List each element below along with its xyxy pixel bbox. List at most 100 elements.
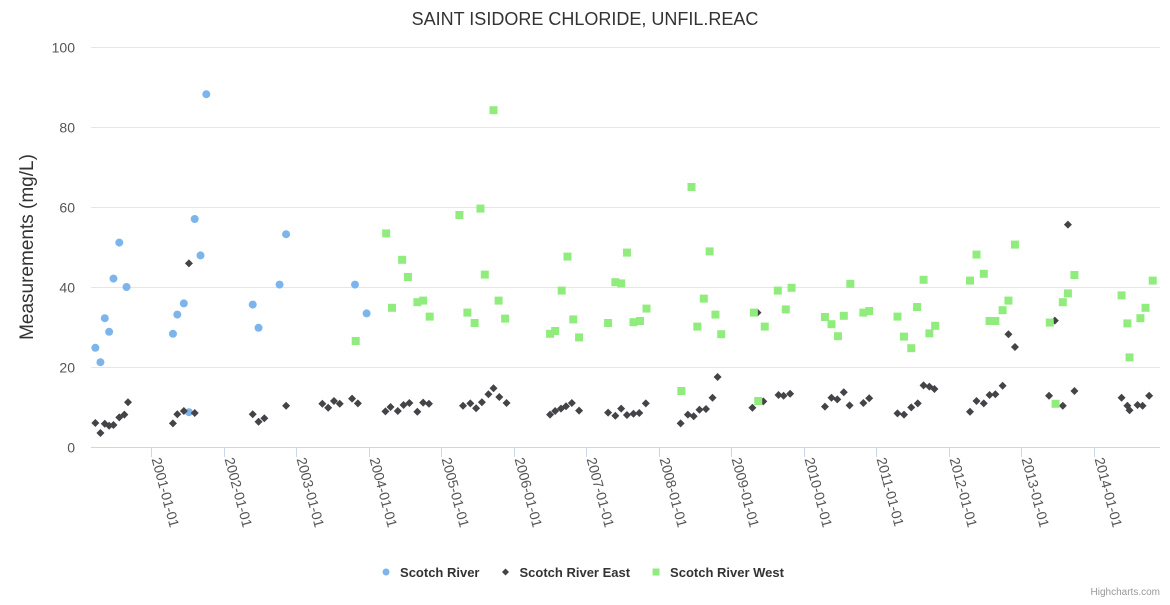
- data-point[interactable]: [713, 373, 722, 381]
- data-point[interactable]: [575, 406, 584, 415]
- data-point[interactable]: [760, 322, 769, 331]
- data-point[interactable]: [501, 314, 510, 323]
- data-point[interactable]: [100, 314, 109, 323]
- data-point[interactable]: [1145, 391, 1154, 400]
- data-point[interactable]: [381, 407, 390, 416]
- data-point[interactable]: [617, 279, 626, 288]
- data-point[interactable]: [979, 269, 988, 278]
- data-point[interactable]: [1010, 343, 1019, 351]
- data-point[interactable]: [636, 317, 645, 325]
- data-point[interactable]: [865, 394, 874, 403]
- data-point[interactable]: [919, 275, 928, 284]
- data-point[interactable]: [827, 320, 836, 329]
- data-point[interactable]: [413, 407, 422, 416]
- data-point[interactable]: [575, 333, 584, 342]
- data-point[interactable]: [282, 230, 291, 239]
- data-point[interactable]: [348, 394, 357, 403]
- data-point[interactable]: [472, 404, 481, 413]
- data-point[interactable]: [386, 403, 395, 411]
- data-point[interactable]: [689, 412, 698, 421]
- legend-item-scotch-river-east[interactable]: Scotch River East: [502, 565, 631, 580]
- data-point[interactable]: [419, 398, 428, 407]
- data-point[interactable]: [820, 402, 829, 411]
- data-point[interactable]: [546, 329, 555, 338]
- data-point[interactable]: [931, 321, 940, 330]
- data-point[interactable]: [484, 390, 493, 399]
- data-point[interactable]: [105, 327, 114, 336]
- data-point[interactable]: [551, 327, 560, 335]
- data-point[interactable]: [1004, 330, 1013, 339]
- data-point[interactable]: [190, 215, 199, 223]
- data-point[interactable]: [351, 337, 360, 345]
- data-point[interactable]: [1125, 406, 1134, 415]
- data-point[interactable]: [693, 322, 702, 331]
- data-point[interactable]: [972, 397, 981, 405]
- data-point[interactable]: [168, 419, 177, 428]
- data-point[interactable]: [393, 407, 402, 415]
- data-point[interactable]: [1070, 271, 1079, 279]
- data-point[interactable]: [470, 319, 479, 327]
- data-point[interactable]: [754, 397, 763, 405]
- data-point[interactable]: [248, 300, 257, 309]
- data-point[interactable]: [96, 358, 105, 367]
- data-point[interactable]: [846, 279, 855, 288]
- data-point[interactable]: [173, 410, 182, 419]
- data-point[interactable]: [699, 294, 708, 303]
- data-point[interactable]: [899, 332, 908, 341]
- data-point[interactable]: [1063, 220, 1072, 229]
- data-point[interactable]: [622, 248, 631, 257]
- data-point[interactable]: [930, 385, 939, 393]
- data-point[interactable]: [965, 407, 974, 416]
- data-point[interactable]: [260, 414, 269, 423]
- data-point[interactable]: [353, 399, 362, 408]
- data-point[interactable]: [865, 307, 874, 315]
- data-point[interactable]: [717, 330, 726, 339]
- data-point[interactable]: [403, 273, 412, 281]
- data-point[interactable]: [248, 410, 257, 419]
- data-point[interactable]: [424, 399, 433, 408]
- data-point[interactable]: [748, 403, 757, 412]
- data-point[interactable]: [202, 90, 211, 99]
- data-point[interactable]: [405, 399, 414, 407]
- data-point[interactable]: [122, 283, 131, 291]
- data-point[interactable]: [702, 405, 711, 413]
- data-point[interactable]: [611, 411, 620, 420]
- data-point[interactable]: [839, 311, 848, 320]
- data-point[interactable]: [91, 343, 100, 352]
- data-point[interactable]: [567, 399, 576, 407]
- data-point[interactable]: [845, 401, 854, 410]
- data-point[interactable]: [635, 409, 644, 417]
- data-point[interactable]: [965, 276, 974, 285]
- data-point[interactable]: [179, 407, 188, 415]
- data-point[interactable]: [179, 299, 188, 308]
- data-point[interactable]: [749, 308, 758, 317]
- data-point[interactable]: [705, 247, 714, 256]
- data-point[interactable]: [919, 381, 928, 390]
- data-point[interactable]: [459, 401, 468, 410]
- data-point[interactable]: [1045, 391, 1054, 400]
- data-point[interactable]: [711, 310, 720, 319]
- data-point[interactable]: [1117, 393, 1126, 402]
- data-point[interactable]: [115, 238, 124, 247]
- data-point[interactable]: [991, 390, 1000, 399]
- data-point[interactable]: [1117, 291, 1126, 300]
- data-point[interactable]: [1138, 401, 1147, 410]
- data-point[interactable]: [466, 399, 475, 408]
- data-point[interactable]: [985, 391, 994, 399]
- data-point[interactable]: [324, 403, 333, 412]
- data-point[interactable]: [998, 306, 1007, 315]
- data-point[interactable]: [254, 323, 263, 332]
- data-point[interactable]: [787, 283, 796, 292]
- data-point[interactable]: [1070, 387, 1079, 395]
- data-point[interactable]: [1010, 240, 1019, 249]
- data-point[interactable]: [489, 106, 498, 115]
- data-point[interactable]: [827, 393, 836, 402]
- data-point[interactable]: [1004, 296, 1013, 305]
- data-point[interactable]: [569, 315, 578, 324]
- data-point[interactable]: [998, 381, 1007, 390]
- data-point[interactable]: [1141, 303, 1150, 312]
- data-point[interactable]: [387, 303, 396, 312]
- data-point[interactable]: [695, 405, 704, 414]
- data-point[interactable]: [617, 404, 626, 413]
- data-point[interactable]: [109, 274, 118, 283]
